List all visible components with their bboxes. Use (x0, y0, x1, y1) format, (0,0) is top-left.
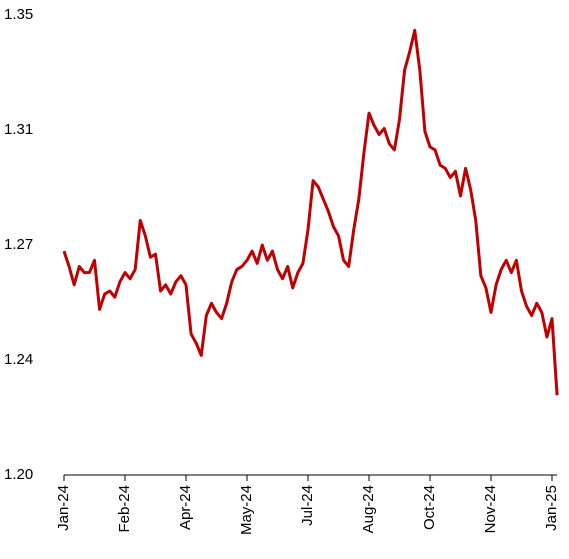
x-tick-label: Aug-24 (360, 485, 377, 533)
line-series (62, 28, 559, 396)
y-tick-label: 1.31 (4, 121, 33, 138)
x-tick-label: Apr-24 (177, 485, 194, 530)
x-tick-label: Jan-25 (543, 485, 560, 531)
x-tick-label: Jul-24 (299, 485, 316, 526)
y-tick-label: 1.27 (4, 236, 33, 253)
x-tick-label: Oct-24 (421, 485, 438, 530)
y-tick-label: 1.35 (4, 6, 33, 23)
x-tick-label: Feb-24 (116, 485, 133, 533)
x-tick-label: Jan-24 (55, 485, 72, 531)
x-tick-label: Nov-24 (482, 485, 499, 533)
x-tick-label: May-24 (238, 485, 255, 535)
y-tick-label: 1.24 (4, 351, 33, 368)
y-tick-label: 1.20 (4, 466, 33, 483)
